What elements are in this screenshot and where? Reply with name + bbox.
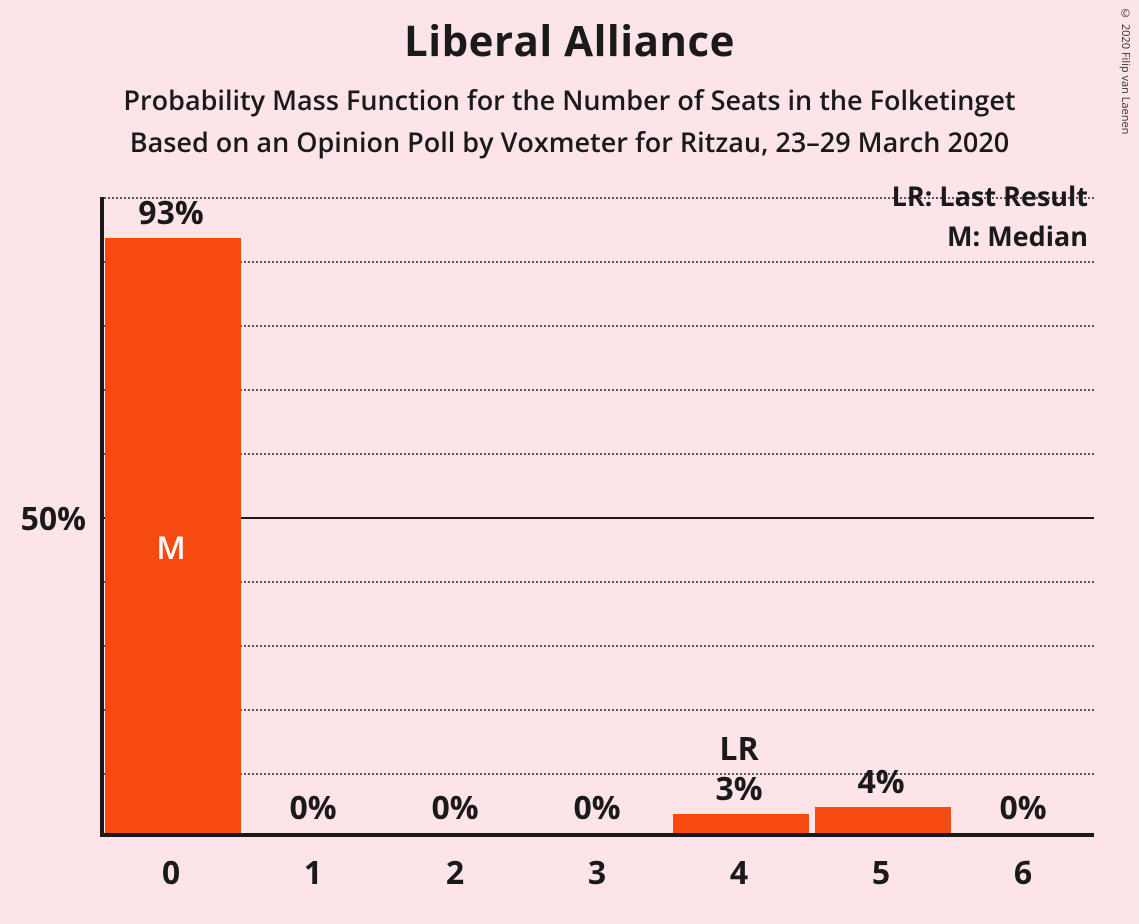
x-axis-tick-label: 0 [100, 851, 242, 894]
gridline-minor [100, 261, 1094, 263]
bar-value-label: 0% [384, 786, 526, 829]
chart-subtitle: Probability Mass Function for the Number… [0, 79, 1139, 163]
median-marker: M [100, 526, 242, 569]
gridline-minor [100, 581, 1094, 583]
bar-value-label: 0% [952, 786, 1094, 829]
bar-value-label: 0% [526, 786, 668, 829]
subtitle-line-1: Probability Mass Function for the Number… [123, 81, 1015, 118]
copyright-text: © 2020 Filip van Laenen [1118, 6, 1133, 134]
gridline-minor [100, 645, 1094, 647]
bar-value-label: 4% [810, 760, 952, 803]
x-axis-tick-label: 5 [810, 851, 952, 894]
bar [815, 807, 950, 833]
gridline-minor [100, 389, 1094, 391]
gridline-major [100, 517, 1094, 519]
legend-m: M: Median [947, 217, 1088, 254]
x-axis-line [100, 833, 1094, 837]
subtitle-line-2: Based on an Opinion Poll by Voxmeter for… [130, 123, 1009, 160]
y-axis-line [100, 197, 104, 837]
last-result-marker: LR [668, 727, 810, 770]
legend-lr: LR: Last Result [892, 177, 1088, 214]
x-axis-tick-label: 1 [242, 851, 384, 894]
bar-value-label: 0% [242, 786, 384, 829]
bar [673, 814, 808, 833]
x-axis-tick-label: 4 [668, 851, 810, 894]
x-axis-tick-label: 2 [384, 851, 526, 894]
bar-value-label: 93% [100, 191, 242, 234]
gridline-minor [100, 453, 1094, 455]
x-axis-tick-label: 3 [526, 851, 668, 894]
gridline-minor [100, 709, 1094, 711]
chart-title: Liberal Alliance [0, 0, 1139, 69]
y-axis-tick-label: 50% [0, 497, 86, 540]
chart-plot-area: 93%M0%0%0%3%LR4%0% LR: Last Result M: Me… [100, 197, 1094, 837]
bar-value-label: 3% [668, 767, 810, 810]
x-axis-tick-label: 6 [952, 851, 1094, 894]
gridline-minor [100, 325, 1094, 327]
